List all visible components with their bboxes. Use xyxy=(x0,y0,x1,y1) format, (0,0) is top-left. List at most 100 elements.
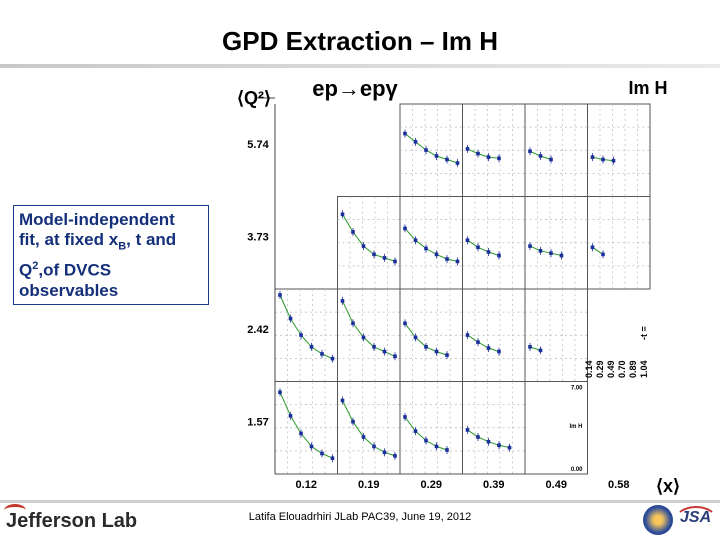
data-point xyxy=(486,439,491,444)
data-point xyxy=(476,340,480,344)
fit-curve xyxy=(467,239,500,256)
data-point xyxy=(445,448,449,452)
jlab-swoosh-icon xyxy=(4,504,26,517)
data-point xyxy=(288,413,293,418)
x-tick-label: 0.58 xyxy=(608,479,629,491)
info-line-3a: Q xyxy=(19,261,33,281)
data-point xyxy=(340,398,345,403)
data-point xyxy=(351,419,355,424)
data-point xyxy=(340,299,345,303)
t-value-label: 0.49 xyxy=(606,360,616,378)
t-value-label: 0.89 xyxy=(628,360,638,378)
info-line-2a: fit, at fixed x xyxy=(19,230,119,249)
fit-curve xyxy=(467,334,500,353)
info-line-3b: 2 xyxy=(32,260,39,273)
data-point xyxy=(413,238,418,243)
data-point xyxy=(590,245,595,250)
data-point xyxy=(486,346,491,350)
t-value-label: 1.04 xyxy=(639,360,649,378)
data-point xyxy=(372,345,376,349)
data-point xyxy=(611,158,616,163)
data-point xyxy=(549,251,553,255)
reaction-label: ep→epγ xyxy=(312,76,398,101)
data-point xyxy=(424,148,428,152)
data-point xyxy=(486,250,491,254)
data-point xyxy=(382,450,387,455)
data-point xyxy=(528,345,532,349)
legend-ymin-label: 0.00 xyxy=(571,467,583,473)
q2-tick-label: 2.42 xyxy=(247,324,268,336)
title-underline xyxy=(0,64,720,68)
data-point xyxy=(445,157,449,162)
doe-seal-icon xyxy=(643,505,673,535)
data-point xyxy=(434,252,439,257)
data-point xyxy=(434,444,439,449)
data-point xyxy=(445,257,449,261)
legend-quantity-label: Im H xyxy=(569,424,582,430)
info-line-1: Model-independent xyxy=(19,210,175,229)
data-point xyxy=(497,443,501,448)
x-axis-title: ⟨x⟩ xyxy=(656,476,680,496)
data-point xyxy=(320,352,324,356)
data-point xyxy=(382,256,387,260)
q2-tick-label: 5.74 xyxy=(247,139,269,151)
data-point xyxy=(465,428,470,432)
jsa-arc-icon xyxy=(674,506,718,536)
data-point xyxy=(299,431,303,436)
legend-panel-frame xyxy=(524,381,588,475)
data-point xyxy=(601,252,605,257)
legend-ymax-label: 7.00 xyxy=(571,386,583,392)
data-point xyxy=(393,259,397,264)
t-value-label: 0.29 xyxy=(595,360,605,378)
data-point xyxy=(601,157,605,162)
data-point xyxy=(434,154,439,158)
data-point xyxy=(549,157,553,162)
data-point xyxy=(413,335,418,340)
data-point xyxy=(465,147,470,151)
data-point xyxy=(413,140,418,144)
data-point xyxy=(465,333,470,337)
fit-curve xyxy=(467,148,500,159)
info-line-2b: B xyxy=(118,240,127,253)
data-point xyxy=(372,252,376,257)
x-tick-label: 0.49 xyxy=(546,479,567,491)
info-box: Model-independent fit, at fixed xB, t an… xyxy=(13,205,209,305)
data-point xyxy=(424,246,428,251)
data-point xyxy=(538,249,543,253)
data-point xyxy=(559,253,564,258)
q2-tick-label: 3.73 xyxy=(247,232,268,244)
x-tick-label: 0.29 xyxy=(421,479,442,491)
data-point xyxy=(455,161,460,165)
data-point xyxy=(278,293,282,297)
t-axis-label: -t = xyxy=(639,326,649,340)
t-value-label: 0.14 xyxy=(584,360,594,378)
data-point xyxy=(330,456,335,461)
data-point xyxy=(403,226,407,231)
chart-canvas: 7.00 0.00 Im H 5.74 3.73 2.42 1.57 0.12 0.19 0.29… xyxy=(237,76,680,496)
data-point xyxy=(393,454,397,458)
data-point xyxy=(320,451,324,456)
data-point xyxy=(351,230,355,234)
data-point xyxy=(590,155,595,159)
data-point xyxy=(340,212,345,217)
slide-title: GPD Extraction – Im H xyxy=(222,26,498,56)
data-point xyxy=(361,435,366,439)
x-tick-label: 0.12 xyxy=(296,479,317,491)
data-point xyxy=(372,444,376,449)
quantity-label: Im H xyxy=(628,78,667,98)
data-point xyxy=(476,151,480,156)
data-point xyxy=(309,444,314,449)
data-point xyxy=(299,333,303,337)
info-line-4: observables xyxy=(19,281,119,301)
q2-tick-label: 1.57 xyxy=(247,417,268,429)
data-point xyxy=(528,244,532,248)
data-point xyxy=(403,131,407,136)
data-point xyxy=(497,156,501,161)
data-point xyxy=(476,245,480,250)
info-line-3: Q2,of DVCS xyxy=(19,256,203,281)
data-point xyxy=(528,149,532,154)
data-point xyxy=(361,244,366,248)
info-line-2: fit, at fixed xB, t and xyxy=(19,230,203,256)
footer-text: Latifa Elouadrhiri JLab PAC39, June 19, … xyxy=(248,511,472,523)
data-point xyxy=(424,345,428,349)
